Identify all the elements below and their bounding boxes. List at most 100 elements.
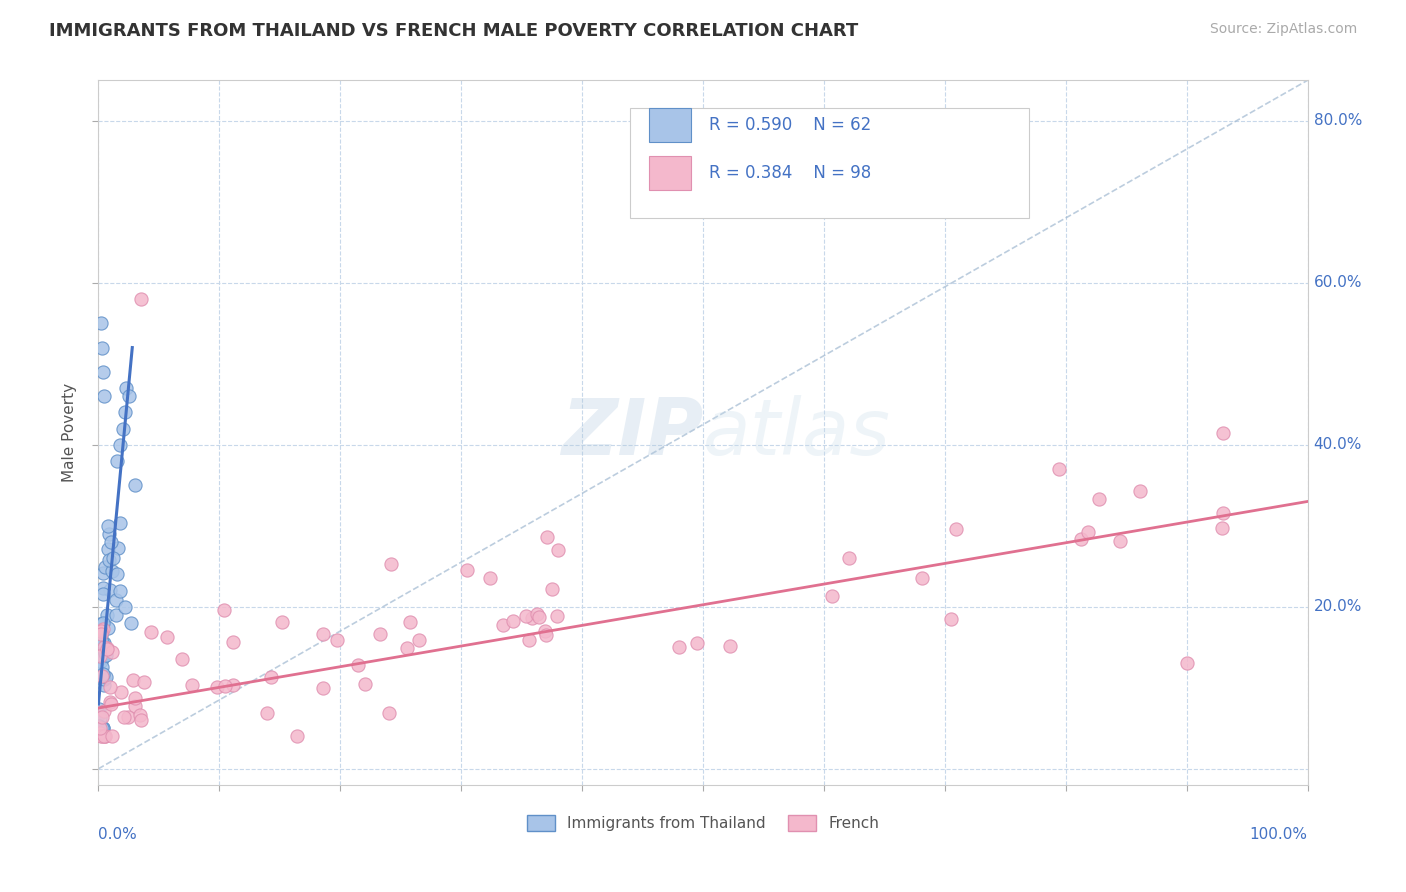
Point: [214, 603, 236, 617]
Point: [89, 726, 111, 740]
Text: IMMIGRANTS FROM THAILAND VS FRENCH MALE POVERTY CORRELATION CHART: IMMIGRANTS FROM THAILAND VS FRENCH MALE …: [49, 22, 859, 40]
Point: [100, 565, 122, 579]
Point: [110, 685, 132, 699]
Text: ZIP: ZIP: [561, 394, 703, 471]
Point: [1077, 525, 1099, 540]
Point: [97, 621, 120, 635]
Point: [520, 611, 543, 625]
Point: [222, 634, 245, 648]
Point: [515, 608, 537, 623]
Point: [108, 583, 131, 598]
Point: [1129, 484, 1152, 499]
Point: [117, 710, 139, 724]
Point: [132, 674, 155, 689]
Point: [214, 679, 236, 693]
Point: [941, 612, 963, 626]
Point: [536, 530, 558, 544]
Text: atlas: atlas: [703, 394, 891, 471]
Point: [111, 421, 134, 435]
Point: [91, 615, 114, 630]
Point: [312, 627, 335, 641]
Point: [93, 678, 115, 692]
Point: [131, 713, 153, 727]
Point: [399, 615, 422, 629]
Point: [259, 670, 281, 684]
Point: [93, 640, 115, 654]
Point: [90, 666, 112, 681]
Point: [93, 721, 115, 735]
Point: [98, 695, 121, 709]
Point: [120, 615, 142, 630]
Text: 100.0%: 100.0%: [1250, 827, 1308, 842]
FancyBboxPatch shape: [648, 156, 690, 189]
Point: [129, 292, 152, 306]
Point: [90, 627, 112, 641]
Point: [821, 590, 844, 604]
Point: [945, 522, 967, 536]
Point: [100, 535, 122, 549]
Point: [90, 628, 112, 642]
Point: [838, 550, 860, 565]
Point: [1070, 533, 1092, 547]
Point: [124, 690, 146, 705]
Point: [668, 640, 690, 655]
Point: [1175, 657, 1198, 671]
Point: [87, 706, 110, 721]
Point: [1088, 491, 1111, 506]
Point: [96, 670, 118, 684]
Point: [911, 571, 934, 585]
Point: [526, 607, 548, 622]
Point: [93, 704, 115, 718]
Point: [100, 697, 122, 711]
Point: [873, 194, 896, 209]
Point: [108, 516, 131, 531]
Point: [478, 571, 501, 585]
Point: [91, 341, 114, 355]
Text: Source: ZipAtlas.com: Source: ZipAtlas.com: [1209, 22, 1357, 37]
Point: [89, 640, 111, 654]
Point: [534, 627, 557, 641]
Point: [205, 680, 228, 694]
Point: [91, 587, 114, 601]
Point: [115, 381, 138, 395]
Point: [96, 607, 118, 622]
Point: [517, 632, 540, 647]
Point: [89, 711, 111, 725]
FancyBboxPatch shape: [630, 109, 1029, 218]
Point: [540, 582, 562, 596]
Point: [129, 708, 152, 723]
Point: [408, 632, 430, 647]
Point: [87, 702, 110, 716]
Point: [93, 646, 115, 660]
Point: [124, 478, 146, 492]
Point: [94, 730, 117, 744]
Point: [502, 615, 524, 629]
Point: [96, 648, 118, 663]
Point: [456, 563, 478, 577]
Point: [91, 721, 114, 735]
Point: [1049, 462, 1071, 476]
Point: [114, 405, 136, 419]
Y-axis label: Male Poverty: Male Poverty: [62, 383, 77, 483]
Point: [90, 669, 112, 683]
Point: [93, 389, 115, 403]
Point: [380, 558, 402, 572]
Point: [139, 625, 162, 640]
Point: [90, 634, 112, 648]
Point: [285, 730, 308, 744]
Point: [90, 635, 112, 649]
Point: [89, 649, 111, 664]
Point: [87, 648, 110, 662]
Legend: Immigrants from Thailand, French: Immigrants from Thailand, French: [522, 809, 884, 838]
Point: [93, 566, 115, 580]
Point: [347, 658, 370, 673]
Point: [1212, 425, 1234, 440]
Point: [378, 706, 401, 721]
Point: [90, 316, 112, 330]
Point: [91, 365, 114, 379]
Point: [97, 518, 120, 533]
Point: [180, 678, 202, 692]
Point: [93, 730, 115, 744]
Point: [90, 640, 112, 654]
FancyBboxPatch shape: [648, 109, 690, 143]
